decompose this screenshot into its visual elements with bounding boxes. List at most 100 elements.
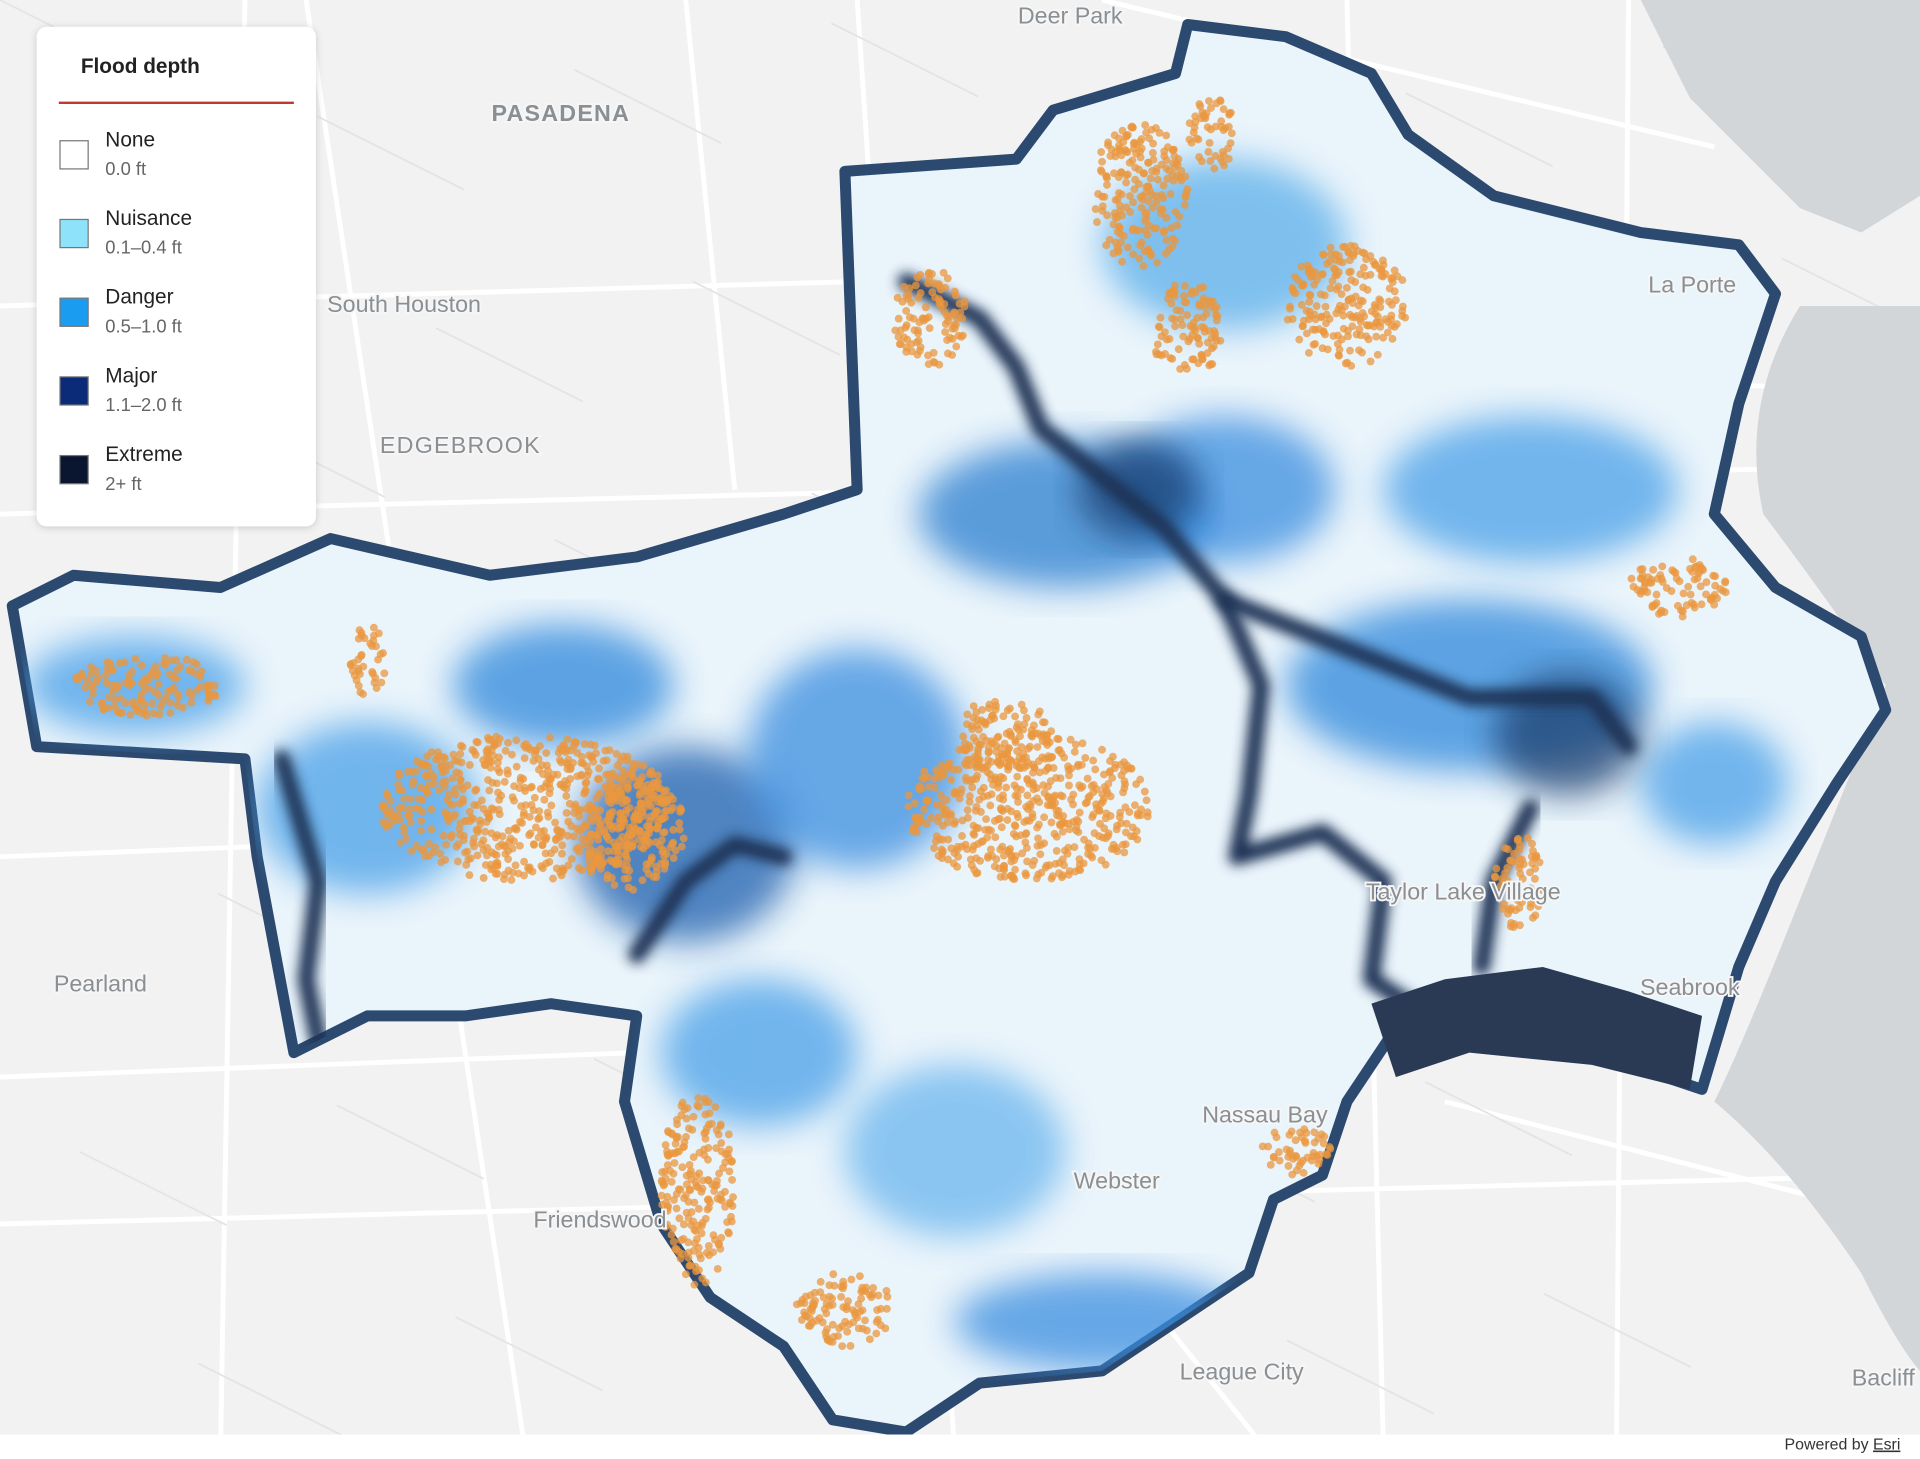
street [316, 115, 465, 191]
flooded-structure [633, 760, 642, 769]
flooded-structure [417, 826, 425, 835]
flooded-structure [684, 1214, 693, 1222]
flooded-structure [349, 659, 358, 667]
flooded-structure [1153, 175, 1162, 184]
flooded-structure [992, 701, 1000, 710]
flooded-structure [145, 684, 154, 693]
flooded-structure [624, 883, 633, 892]
flooded-structure [1006, 844, 1015, 853]
flooded-structure [660, 852, 668, 861]
flooded-structure [684, 1253, 693, 1262]
flooded-structure [1011, 712, 1019, 721]
flooded-structure [874, 1291, 883, 1300]
flooded-structure [660, 864, 669, 873]
flooded-structure [1210, 164, 1219, 173]
flooded-structure [526, 829, 535, 838]
flooded-structure [421, 852, 430, 861]
flooded-structure [1104, 779, 1113, 788]
flooded-structure [504, 847, 513, 855]
flooded-structure [1151, 124, 1160, 132]
flooded-structure [1010, 821, 1019, 830]
legend-range: 2+ ft [105, 473, 141, 494]
flooded-structure [621, 850, 630, 859]
flooded-structure [1064, 765, 1073, 774]
flooded-structure [891, 326, 900, 335]
flooded-structure [1219, 151, 1228, 160]
flooded-structure [999, 791, 1007, 800]
flooded-structure [1275, 1156, 1284, 1165]
flooded-structure [456, 830, 464, 839]
flooded-structure [1291, 1136, 1300, 1145]
flooded-structure [951, 817, 960, 826]
flooded-structure [943, 311, 951, 320]
legend-swatch [59, 218, 89, 249]
flooded-structure [968, 775, 977, 784]
flooded-structure [989, 739, 997, 748]
flooded-structure [586, 740, 595, 749]
flooded-structure [992, 747, 1000, 756]
flooded-structure [1688, 555, 1697, 564]
flooded-structure [83, 676, 92, 685]
flooded-structure [1656, 571, 1665, 579]
flooded-structure [882, 1287, 891, 1295]
flooded-structure [1043, 741, 1052, 749]
flooded-structure [661, 1174, 670, 1183]
flooded-structure [1690, 575, 1699, 584]
flooded-structure [1128, 226, 1137, 235]
flooded-structure [1134, 226, 1143, 235]
flooded-structure [629, 826, 637, 835]
flooded-structure [520, 754, 529, 763]
flooded-structure [1168, 242, 1177, 251]
flooded-structure [492, 851, 501, 860]
flooded-structure [1193, 334, 1202, 343]
flooded-structure [400, 794, 409, 803]
flooded-structure [459, 795, 467, 804]
flooded-structure [149, 667, 158, 675]
flooded-structure [492, 859, 501, 868]
attribution-link[interactable]: Esri [1873, 1437, 1900, 1454]
flooded-structure [1188, 355, 1197, 364]
flooded-structure [1197, 157, 1206, 166]
flooded-structure [1128, 122, 1137, 131]
flood-zone [1383, 416, 1678, 564]
flooded-structure [843, 1327, 852, 1336]
flooded-structure [1144, 158, 1152, 167]
legend-swatch [59, 376, 89, 406]
flooded-structure [1069, 800, 1077, 809]
flooded-structure [855, 1272, 864, 1281]
flooded-structure [210, 681, 219, 690]
flooded-structure [604, 791, 612, 800]
flooded-structure [1170, 315, 1179, 324]
flooded-structure [581, 787, 590, 796]
flooded-structure [1375, 264, 1384, 273]
flooded-structure [452, 842, 461, 851]
flooded-structure [858, 1306, 867, 1315]
flooded-structure [896, 326, 905, 335]
flooded-structure [705, 1120, 713, 1129]
flooded-structure [652, 873, 661, 882]
flooded-structure [1058, 827, 1067, 836]
flooded-structure [563, 831, 572, 840]
flooded-structure [907, 298, 916, 307]
flooded-structure [1003, 816, 1012, 824]
flooded-structure [997, 805, 1006, 814]
flooded-structure [1017, 743, 1026, 751]
flooded-structure [1190, 123, 1199, 132]
flooded-structure [1089, 756, 1098, 765]
flooded-structure [640, 836, 649, 845]
flooded-structure [689, 1246, 698, 1255]
flooded-structure [950, 308, 959, 317]
flooded-structure [1159, 181, 1168, 190]
flooded-structure [1109, 220, 1118, 229]
flooded-structure [1168, 355, 1177, 363]
flooded-structure [676, 804, 685, 813]
flooded-structure [597, 852, 606, 860]
flooded-structure [972, 737, 981, 746]
flooded-structure [710, 1187, 719, 1196]
flooded-structure [495, 768, 504, 777]
flooded-structure [915, 782, 924, 791]
flooded-structure [638, 876, 647, 885]
flooded-structure [570, 802, 579, 811]
flooded-structure [1125, 158, 1134, 167]
flooded-structure [713, 1177, 721, 1185]
